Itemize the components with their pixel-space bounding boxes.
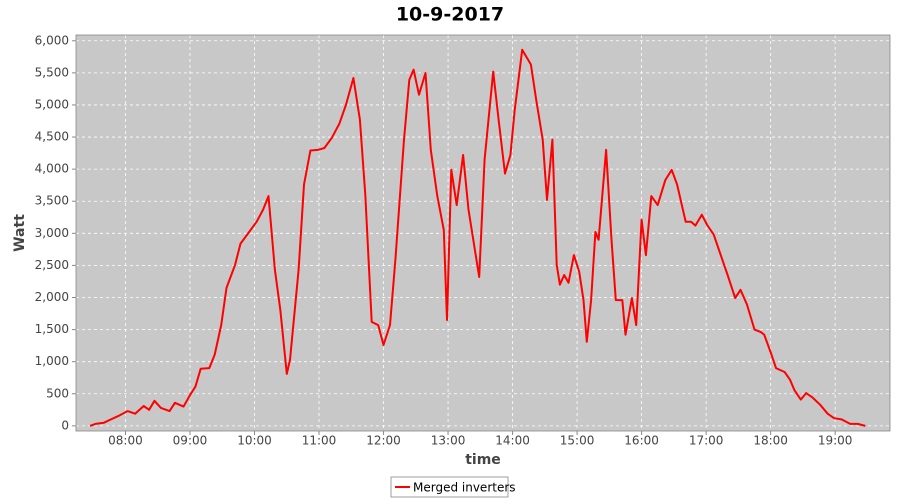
series-line: [89, 48, 866, 427]
x-axis-label: time: [465, 452, 501, 468]
legend-label: Merged inverters: [413, 481, 516, 495]
x-tick-label: 18:00: [753, 434, 788, 448]
y-tick-label: 1,500: [35, 322, 69, 336]
y-tick-label: 1,000: [35, 354, 69, 368]
y-axis-label: Watt: [12, 214, 28, 252]
y-tick-label: 0: [61, 418, 69, 432]
y-tick-label: 2,500: [35, 258, 69, 272]
y-tick-label: 2,000: [35, 290, 69, 304]
y-tick-label: 5,000: [35, 97, 69, 111]
x-tick-label: 09:00: [173, 434, 208, 448]
x-tick-label: 19:00: [818, 434, 853, 448]
y-tick-label: 4,500: [35, 130, 69, 144]
y-tick-label: 4,000: [35, 162, 69, 176]
y-tick-label: 6,000: [35, 33, 69, 47]
y-tick-label: 3,500: [35, 194, 69, 208]
y-tick-label: 3,000: [35, 226, 69, 240]
x-tick-label: 17:00: [689, 434, 724, 448]
x-tick-label: 16:00: [624, 434, 659, 448]
x-tick-label: 13:00: [431, 434, 466, 448]
x-tick-label: 11:00: [302, 434, 337, 448]
x-tick-label: 15:00: [560, 434, 595, 448]
x-tick-label: 14:00: [495, 434, 530, 448]
y-tick-label: 5,500: [35, 65, 69, 79]
chart-title: 10-9-2017: [396, 4, 504, 26]
y-tick-label: 500: [46, 386, 69, 400]
x-tick-label: 08:00: [108, 434, 143, 448]
plot-border: [75, 34, 891, 432]
x-tick-label: 10:00: [237, 434, 272, 448]
x-tick-label: 12:00: [366, 434, 401, 448]
legend-box: [390, 476, 509, 498]
